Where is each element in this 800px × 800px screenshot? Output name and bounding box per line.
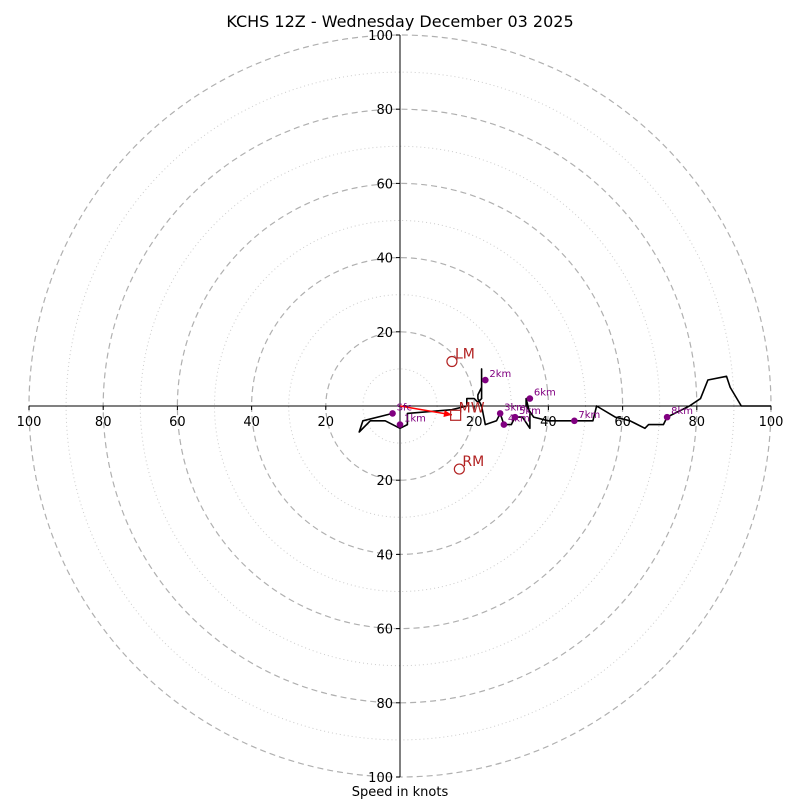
height-point-label: 2km — [489, 369, 511, 380]
height-point-dot — [511, 413, 519, 421]
storm-motion-marker — [453, 463, 465, 475]
y-tick-label: 80 — [376, 697, 393, 712]
storm-motion-label: LM — [455, 346, 475, 362]
y-tick-label: 80 — [376, 103, 393, 118]
y-tick-label: 100 — [368, 771, 393, 786]
x-axis-label: Speed in knots — [352, 785, 449, 800]
height-point-label: 5km — [519, 406, 541, 417]
height-point-dot — [396, 421, 404, 428]
y-tick-label: 60 — [376, 623, 393, 638]
x-tick-label: 100 — [759, 415, 784, 430]
storm-motion-label: RM — [462, 454, 484, 470]
y-tick-label: 40 — [376, 548, 393, 563]
y-tick-label: 60 — [376, 177, 393, 192]
storm-motion-label: MW — [459, 400, 485, 416]
y-tick-label: 20 — [376, 474, 393, 489]
height-point-label: 8km — [671, 406, 693, 417]
x-tick-label: 20 — [318, 415, 335, 430]
x-tick-label: 40 — [243, 415, 260, 430]
storm-motion-markers: LM RM MW — [446, 346, 485, 475]
height-point-dot — [526, 395, 534, 402]
height-point-dot — [389, 410, 396, 417]
height-point-label: 3km — [504, 402, 526, 413]
x-tick-label: 20 — [466, 415, 483, 430]
height-point-label: 6km — [534, 388, 556, 399]
tick-labels: 100 80 60 40 20 20 40 60 80 100 100 80 60 40 20 20 40 60 8… — [17, 29, 784, 786]
x-tick-label: 80 — [95, 415, 112, 430]
chart-title: KCHS 12Z - Wednesday December 03 2025 — [226, 12, 573, 31]
height-point-label: 7km — [578, 410, 600, 421]
height-point-label: Sfc — [397, 402, 412, 413]
shear-arrow-group — [399, 405, 453, 418]
y-tick-label: 20 — [376, 326, 393, 341]
height-point-dot — [571, 417, 578, 425]
height-point-label: 4km — [508, 414, 530, 425]
storm-motion-marker — [446, 355, 458, 368]
mean-wind-marker — [450, 409, 462, 421]
x-tick-label: 60 — [169, 415, 186, 430]
height-point-label: 1km — [404, 414, 426, 425]
y-tick-label: 100 — [368, 29, 393, 44]
shear-arrow-line — [399, 405, 453, 416]
height-point-dot — [482, 376, 489, 384]
x-tick-label: 40 — [540, 415, 557, 430]
height-point-dot — [496, 410, 504, 417]
y-tick-label: 40 — [376, 252, 393, 267]
height-point-dot — [663, 413, 671, 421]
x-tick-label: 100 — [17, 415, 42, 430]
height-point-dot — [500, 421, 508, 428]
shear-arrow-head — [443, 410, 452, 418]
x-tick-label: 80 — [689, 415, 706, 430]
x-tick-label: 60 — [614, 415, 631, 430]
